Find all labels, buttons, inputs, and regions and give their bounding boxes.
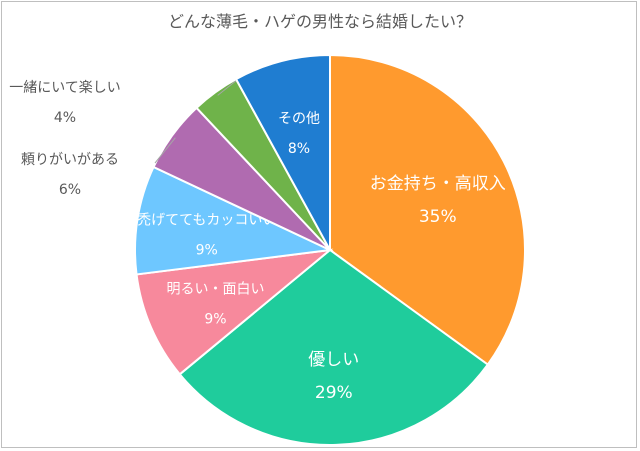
slice-value-label: 29% <box>315 383 353 403</box>
slice-value-label: 6% <box>59 182 81 198</box>
slice-label: 一緒にいて楽しい <box>9 80 121 96</box>
pie-slice <box>234 53 331 251</box>
leader-line <box>217 79 238 96</box>
pie-slice <box>134 165 334 276</box>
slice-label: その他 <box>278 111 320 127</box>
slice-label: 優しい <box>308 350 359 370</box>
slice-label: お金持ち・高収入 <box>370 174 506 194</box>
pie-slice <box>135 248 334 376</box>
chart-title: どんな薄毛・ハゲの男性なら結婚したい？ <box>167 12 472 31</box>
slice-value-label: 9% <box>196 242 218 258</box>
slice-value-label: 35% <box>419 207 457 227</box>
pie-slice <box>178 248 490 446</box>
slice-value-label: 9% <box>204 312 226 328</box>
slice-label: 明るい・面白い <box>166 282 264 298</box>
slice-label: 頼りがいがある <box>21 152 119 168</box>
leader-line <box>154 137 176 164</box>
slice-value-label: 8% <box>288 141 310 157</box>
slice-label: 禿げててもカッコいい <box>137 212 276 228</box>
pie-slice <box>329 53 526 367</box>
slice-value-label: 4% <box>54 110 76 126</box>
